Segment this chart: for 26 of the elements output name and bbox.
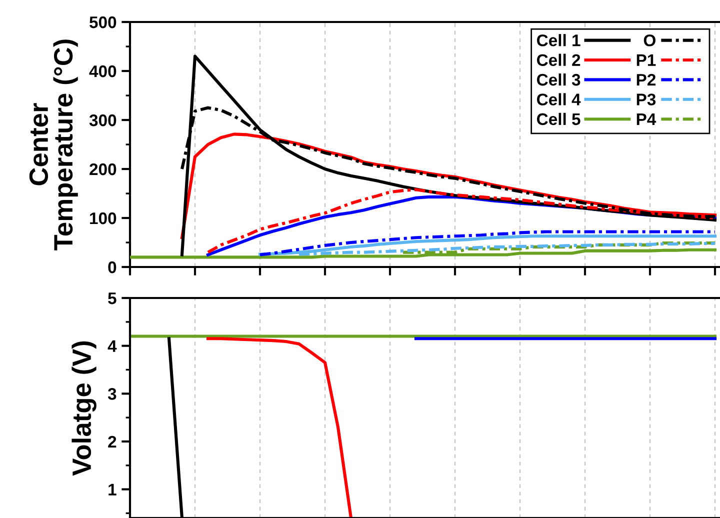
legend-label: Cell 5 bbox=[537, 112, 580, 126]
y-axis-title: Center Temperature (°C) bbox=[29, 40, 78, 250]
legend-label: P2 bbox=[636, 74, 656, 86]
y-tick-label: 4 bbox=[108, 340, 117, 352]
y-tick-label: 0 bbox=[108, 261, 116, 274]
y-tick-label: 3 bbox=[108, 388, 116, 400]
y-tick-label: 400 bbox=[89, 65, 116, 78]
y-tick-label: 300 bbox=[89, 114, 116, 126]
y-tick-label: 2 bbox=[108, 436, 116, 448]
y-tick-label: 1 bbox=[108, 484, 116, 496]
legend-label: P1 bbox=[636, 54, 656, 66]
legend-label: Cell 3 bbox=[537, 73, 580, 86]
y-axis-title: Volatge (V) bbox=[72, 341, 96, 476]
legend-label: O bbox=[644, 34, 656, 46]
y-tick-label: 100 bbox=[90, 212, 116, 224]
y-tick-label: 200 bbox=[90, 163, 116, 176]
legend-label: Cell 1 bbox=[537, 34, 580, 46]
line-series bbox=[258, 234, 717, 256]
legend-label: P4 bbox=[636, 113, 656, 125]
y-tick-label: 500 bbox=[90, 16, 116, 28]
legend-label: Cell 4 bbox=[537, 93, 581, 106]
line-series bbox=[258, 230, 717, 256]
legend-label: P3 bbox=[636, 94, 656, 106]
legend-label: Cell 2 bbox=[537, 54, 580, 66]
line-series bbox=[206, 337, 353, 518]
y-tick-label: 5 bbox=[108, 292, 116, 304]
